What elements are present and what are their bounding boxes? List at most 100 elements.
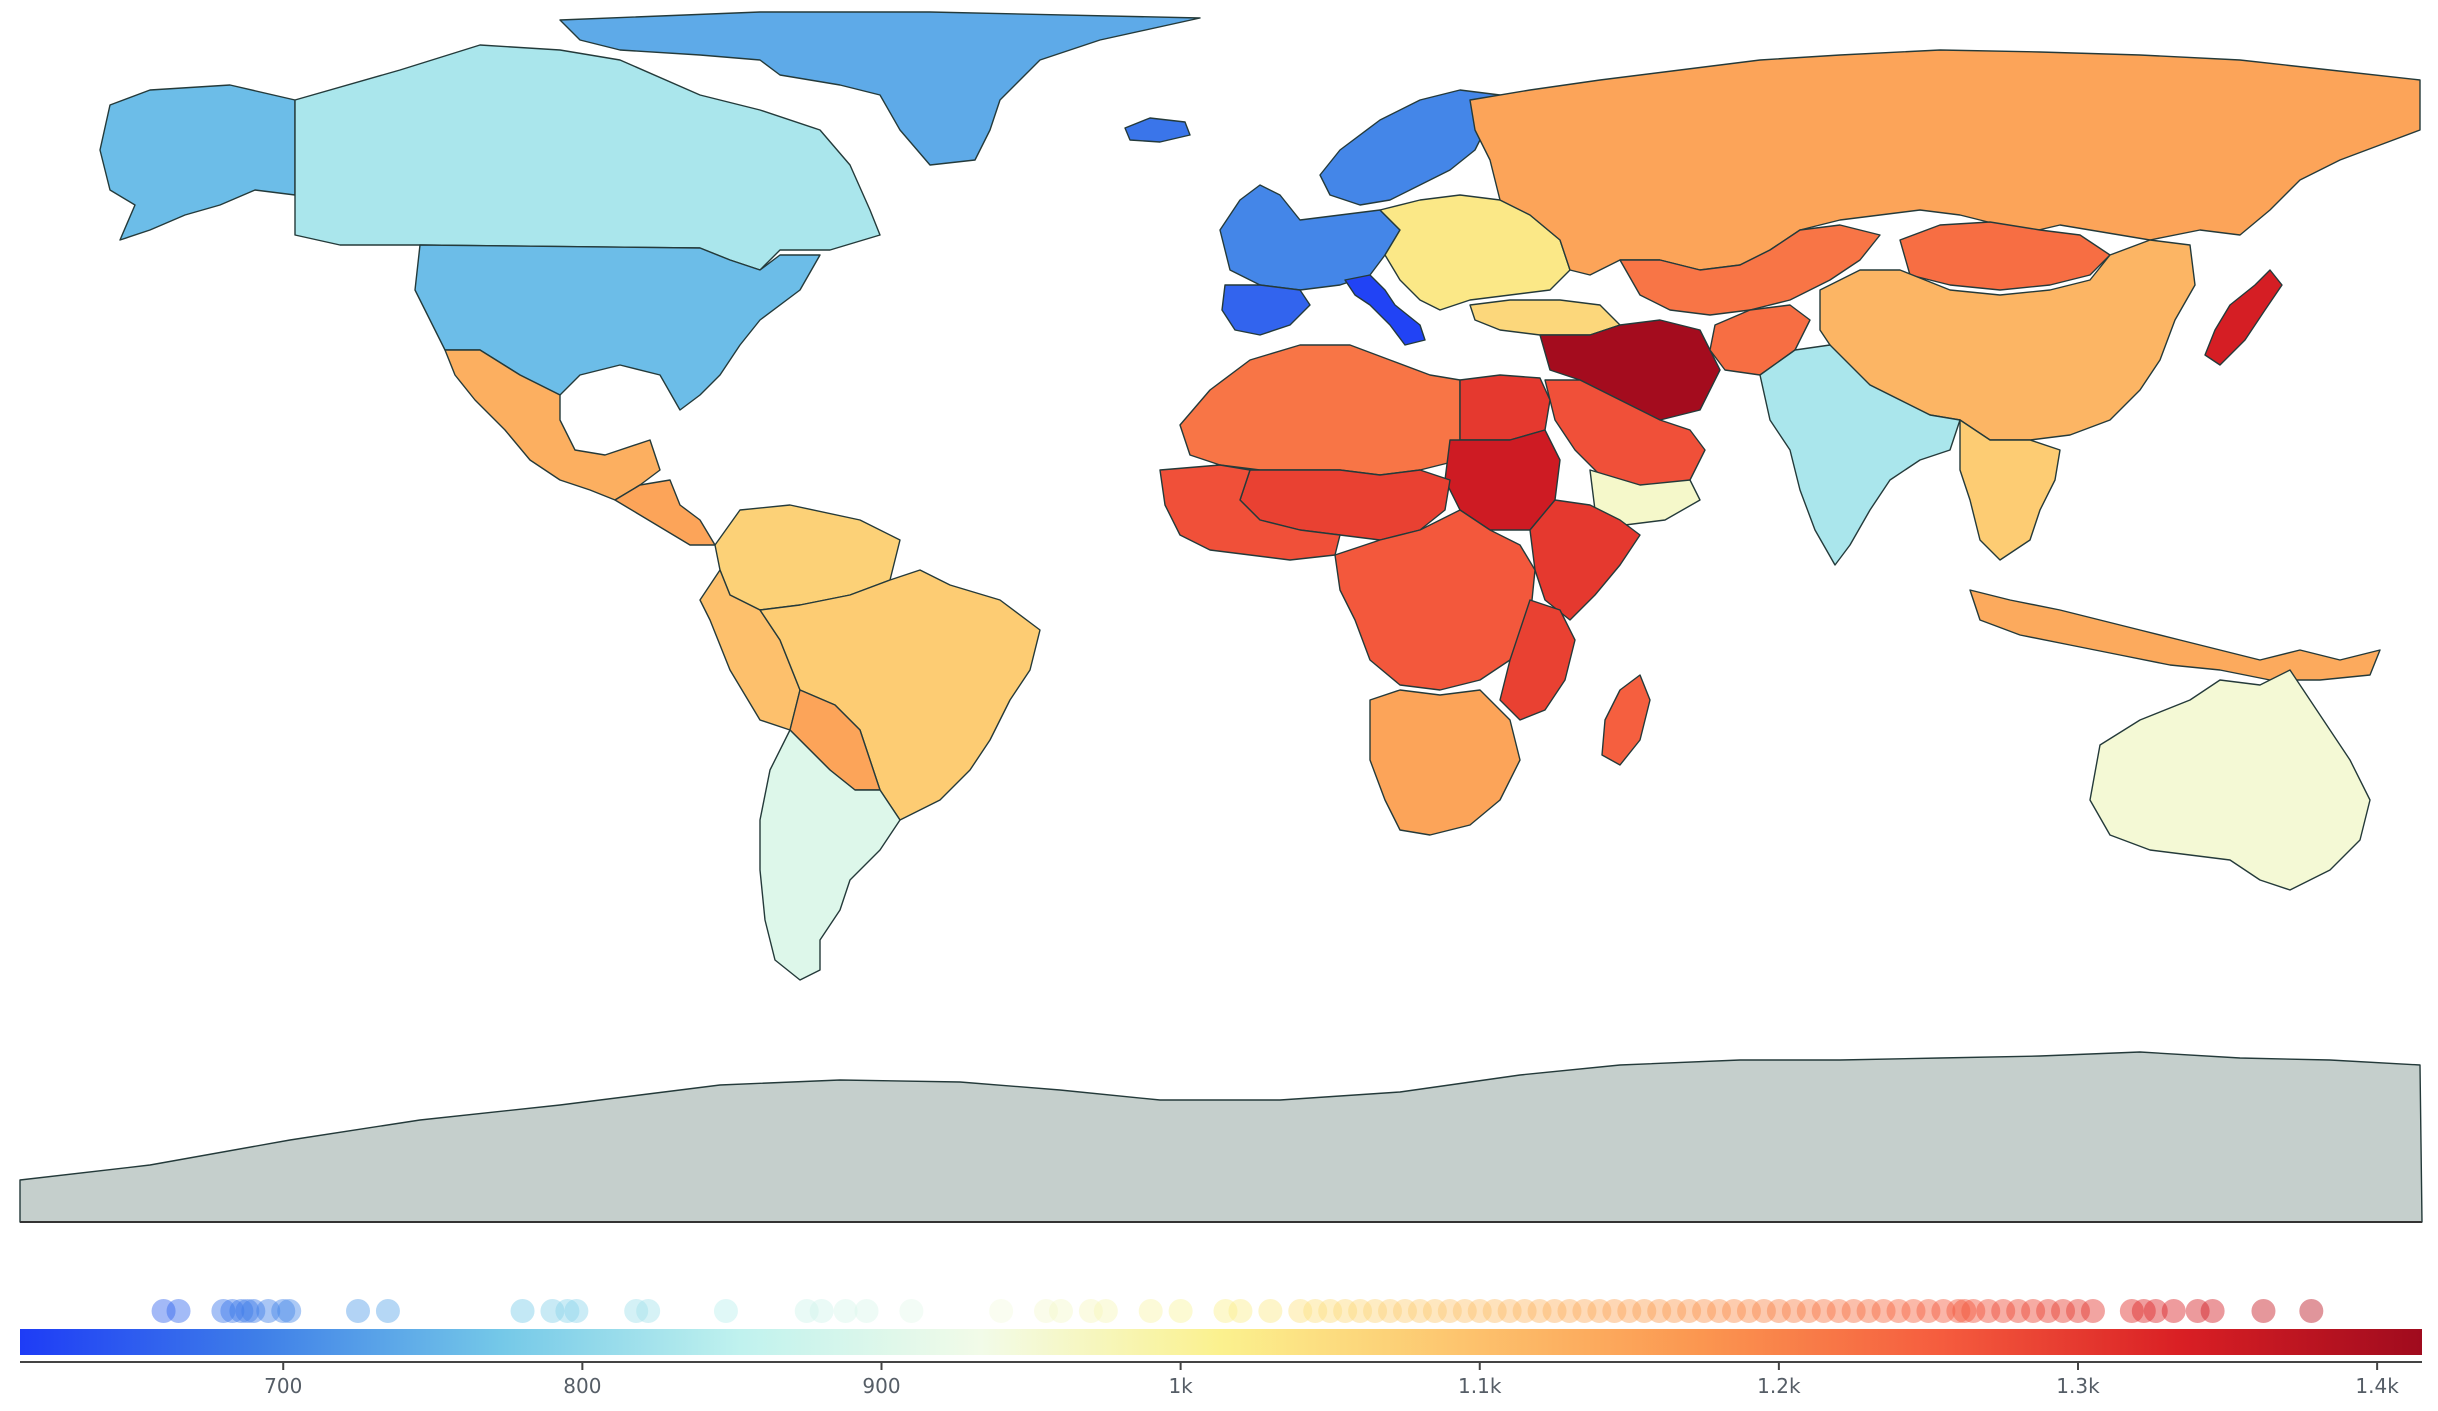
region-iberia[interactable] — [1221, 284, 1311, 336]
region-central-asia[interactable] — [1619, 224, 1881, 316]
value-dot[interactable] — [854, 1299, 879, 1323]
value-dot[interactable] — [2036, 1299, 2061, 1323]
value-dot[interactable] — [564, 1299, 589, 1323]
value-dot[interactable] — [2006, 1299, 2031, 1323]
value-dot[interactable] — [989, 1299, 1014, 1323]
value-dot[interactable] — [1991, 1299, 2016, 1323]
value-dot[interactable] — [1407, 1299, 1432, 1323]
value-dot[interactable] — [241, 1299, 266, 1323]
value-dot[interactable] — [1467, 1299, 1492, 1323]
value-dot[interactable] — [899, 1299, 924, 1323]
region-india[interactable] — [1759, 344, 1961, 566]
value-dot[interactable] — [1422, 1299, 1447, 1323]
value-dot[interactable] — [1946, 1299, 1971, 1323]
value-dot[interactable] — [1034, 1299, 1059, 1323]
value-dot[interactable] — [1707, 1299, 1732, 1323]
value-dot[interactable] — [346, 1299, 371, 1323]
value-dot[interactable] — [1766, 1299, 1791, 1323]
region-alaska[interactable] — [99, 84, 296, 241]
region-horn-of-africa[interactable] — [1529, 499, 1641, 621]
value-dot[interactable] — [1587, 1299, 1612, 1323]
region-antarctica[interactable] — [19, 1051, 2423, 1223]
value-dot[interactable] — [1811, 1299, 1836, 1323]
value-dot[interactable] — [235, 1299, 260, 1323]
value-dot[interactable] — [1796, 1299, 1821, 1323]
value-dot[interactable] — [1751, 1299, 1776, 1323]
value-dot[interactable] — [833, 1299, 858, 1323]
value-dot[interactable] — [1617, 1299, 1642, 1323]
value-dot[interactable] — [1916, 1299, 1941, 1323]
value-dot[interactable] — [220, 1299, 245, 1323]
value-dot[interactable] — [1677, 1299, 1702, 1323]
value-dot[interactable] — [1602, 1299, 1627, 1323]
value-dot[interactable] — [151, 1299, 176, 1323]
region-egypt[interactable] — [1459, 374, 1551, 441]
value-dot[interactable] — [510, 1299, 535, 1323]
region-russia[interactable] — [1469, 49, 2421, 276]
value-dot[interactable] — [256, 1299, 281, 1323]
region-eastern-europe[interactable] — [1379, 194, 1571, 311]
value-dot[interactable] — [166, 1299, 191, 1323]
value-dot[interactable] — [636, 1299, 661, 1323]
value-dot[interactable] — [1871, 1299, 1896, 1323]
value-dot[interactable] — [555, 1299, 580, 1323]
value-dot[interactable] — [2021, 1299, 2046, 1323]
region-madagascar[interactable] — [1601, 674, 1651, 766]
value-dot[interactable] — [211, 1299, 236, 1323]
value-dot[interactable] — [375, 1299, 400, 1323]
region-east-africa[interactable] — [1499, 599, 1576, 721]
region-mongolia[interactable] — [1899, 221, 2111, 291]
value-dot[interactable] — [1886, 1299, 1911, 1323]
value-dot[interactable] — [2131, 1299, 2156, 1323]
value-dot[interactable] — [1138, 1299, 1163, 1323]
value-dot[interactable] — [2143, 1299, 2168, 1323]
value-dot[interactable] — [1333, 1299, 1358, 1323]
value-dot[interactable] — [1318, 1299, 1343, 1323]
value-dot[interactable] — [229, 1299, 254, 1323]
value-dot[interactable] — [1392, 1299, 1417, 1323]
value-dot[interactable] — [1168, 1299, 1193, 1323]
value-dot[interactable] — [1048, 1299, 1073, 1323]
value-dot[interactable] — [809, 1299, 834, 1323]
value-dot[interactable] — [2119, 1299, 2144, 1323]
region-argentina-chile[interactable] — [759, 729, 901, 981]
region-greenland[interactable] — [559, 11, 1201, 166]
value-dot[interactable] — [713, 1299, 738, 1323]
value-dot[interactable] — [1497, 1299, 1522, 1323]
value-dot[interactable] — [1512, 1299, 1537, 1323]
value-dot[interactable] — [1303, 1299, 1328, 1323]
value-dot[interactable] — [1736, 1299, 1761, 1323]
value-dot[interactable] — [277, 1299, 302, 1323]
value-dot[interactable] — [1722, 1299, 1747, 1323]
value-dot[interactable] — [1572, 1299, 1597, 1323]
value-dot[interactable] — [1363, 1299, 1388, 1323]
region-west-africa[interactable] — [1159, 464, 1341, 561]
value-dot[interactable] — [1288, 1299, 1313, 1323]
value-dot[interactable] — [1557, 1299, 1582, 1323]
value-dot[interactable] — [2185, 1299, 2210, 1323]
value-dot[interactable] — [1093, 1299, 1118, 1323]
value-dot[interactable] — [1378, 1299, 1403, 1323]
value-dot[interactable] — [1647, 1299, 1672, 1323]
region-arabian-peninsula[interactable] — [1544, 379, 1706, 491]
region-iceland[interactable] — [1124, 117, 1191, 143]
value-dot[interactable] — [1692, 1299, 1717, 1323]
value-dot[interactable] — [1452, 1299, 1477, 1323]
value-dot[interactable] — [1931, 1299, 1956, 1323]
value-dot[interactable] — [1437, 1299, 1462, 1323]
value-dot[interactable] — [1961, 1299, 1986, 1323]
value-dot[interactable] — [2051, 1299, 2076, 1323]
value-dot[interactable] — [1482, 1299, 1507, 1323]
value-dot[interactable] — [271, 1299, 296, 1323]
region-indonesia-png[interactable] — [1969, 589, 2381, 681]
value-dot[interactable] — [540, 1299, 565, 1323]
value-dot[interactable] — [1632, 1299, 1657, 1323]
value-dot[interactable] — [1781, 1299, 1806, 1323]
value-dot[interactable] — [1258, 1299, 1283, 1323]
value-dot[interactable] — [1826, 1299, 1851, 1323]
region-southeast-asia[interactable] — [1959, 419, 2061, 561]
value-dot[interactable] — [624, 1299, 649, 1323]
value-dot[interactable] — [1856, 1299, 1881, 1323]
region-southern-africa[interactable] — [1369, 689, 1521, 836]
value-dot[interactable] — [1542, 1299, 1567, 1323]
